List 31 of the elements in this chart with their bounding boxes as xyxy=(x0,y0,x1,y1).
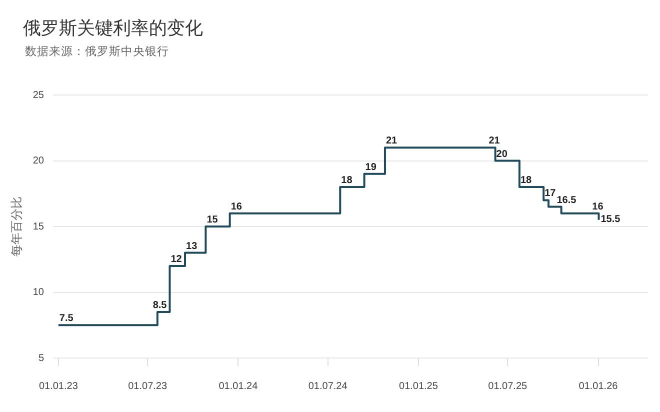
data-label: 7.5 xyxy=(59,313,74,324)
x-tick-label: 01.07.23 xyxy=(128,380,168,392)
data-label: 20 xyxy=(496,148,508,160)
y-tick-label: 15 xyxy=(32,221,44,232)
x-tick-label: 01.01.24 xyxy=(218,380,258,392)
y-tick-label: 5 xyxy=(38,352,44,364)
y-tick-label: 25 xyxy=(32,90,44,101)
y-tick-label: 20 xyxy=(32,156,44,166)
x-tick-label: 01.01.26 xyxy=(578,380,618,392)
y-axis-title: 每年百分比 xyxy=(10,196,24,256)
data-label: 13 xyxy=(186,240,198,252)
data-label: 15 xyxy=(206,214,218,226)
y-tick-label: 10 xyxy=(32,287,44,298)
chart-title: 俄罗斯关键利率的变化 xyxy=(23,17,203,39)
data-label: 15.5 xyxy=(600,214,621,225)
data-label: 19 xyxy=(365,162,377,173)
x-tick-label: 01.07.24 xyxy=(308,380,348,392)
x-tick-label: 01.07.25 xyxy=(488,380,528,392)
data-label: 8.5 xyxy=(152,300,168,311)
data-label: 16 xyxy=(230,201,242,212)
chart-subtitle: 数据来源：俄罗斯中央银行 xyxy=(25,45,169,59)
data-label: 18 xyxy=(341,175,353,186)
data-label: 12 xyxy=(170,254,182,265)
x-tick-label: 01.01.23 xyxy=(38,380,78,392)
data-label: 18 xyxy=(520,175,532,186)
data-label: 21 xyxy=(488,136,500,147)
data-label: 21 xyxy=(386,136,398,147)
data-label: 16 xyxy=(592,201,604,212)
data-label: 16.5 xyxy=(556,194,577,206)
x-tick-label: 01.01.25 xyxy=(399,380,438,392)
data-label: 17 xyxy=(544,188,556,200)
